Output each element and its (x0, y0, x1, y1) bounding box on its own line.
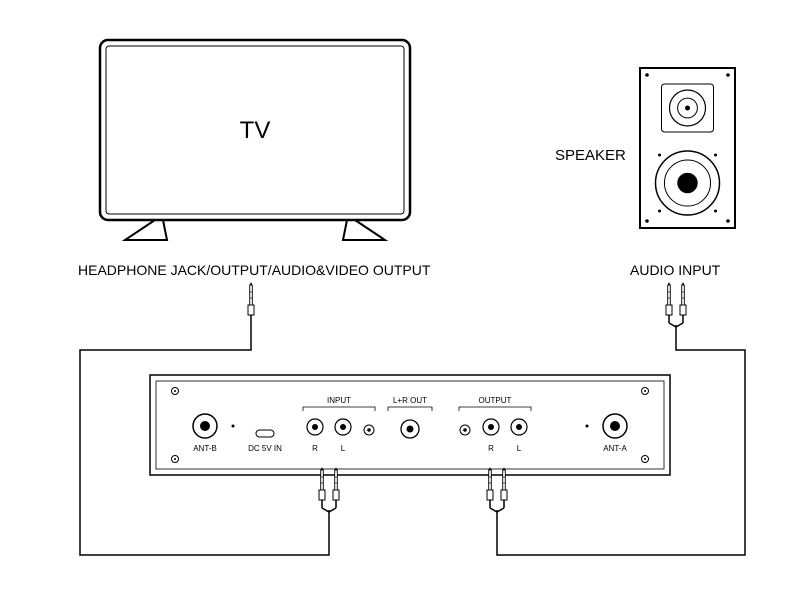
lr-out-label: L+R OUT (393, 396, 427, 405)
tv-output-label: HEADPHONE JACK/OUTPUT/AUDIO&VIDEO OUTPUT (78, 262, 431, 278)
ant-a-label: ANT-A (603, 444, 627, 453)
svg-text:L: L (341, 444, 346, 453)
speaker-label: SPEAKER (555, 147, 626, 164)
dc-5v-label: DC 5V IN (248, 444, 282, 453)
output-section-label: OUTPUT (479, 396, 512, 405)
svg-text:R: R (312, 444, 318, 453)
ant-b-label: ANT-B (193, 444, 217, 453)
svg-text:L: L (517, 444, 522, 453)
input-section-label: INPUT (327, 396, 351, 405)
svg-text:R: R (488, 444, 494, 453)
wiring-diagram: TV SPEAKER HEADPHONE JACK/OUTPUT/AUDIO&VID… (0, 0, 788, 605)
speaker-input-label: AUDIO INPUT (630, 262, 721, 278)
tv-label: TV (240, 117, 271, 144)
